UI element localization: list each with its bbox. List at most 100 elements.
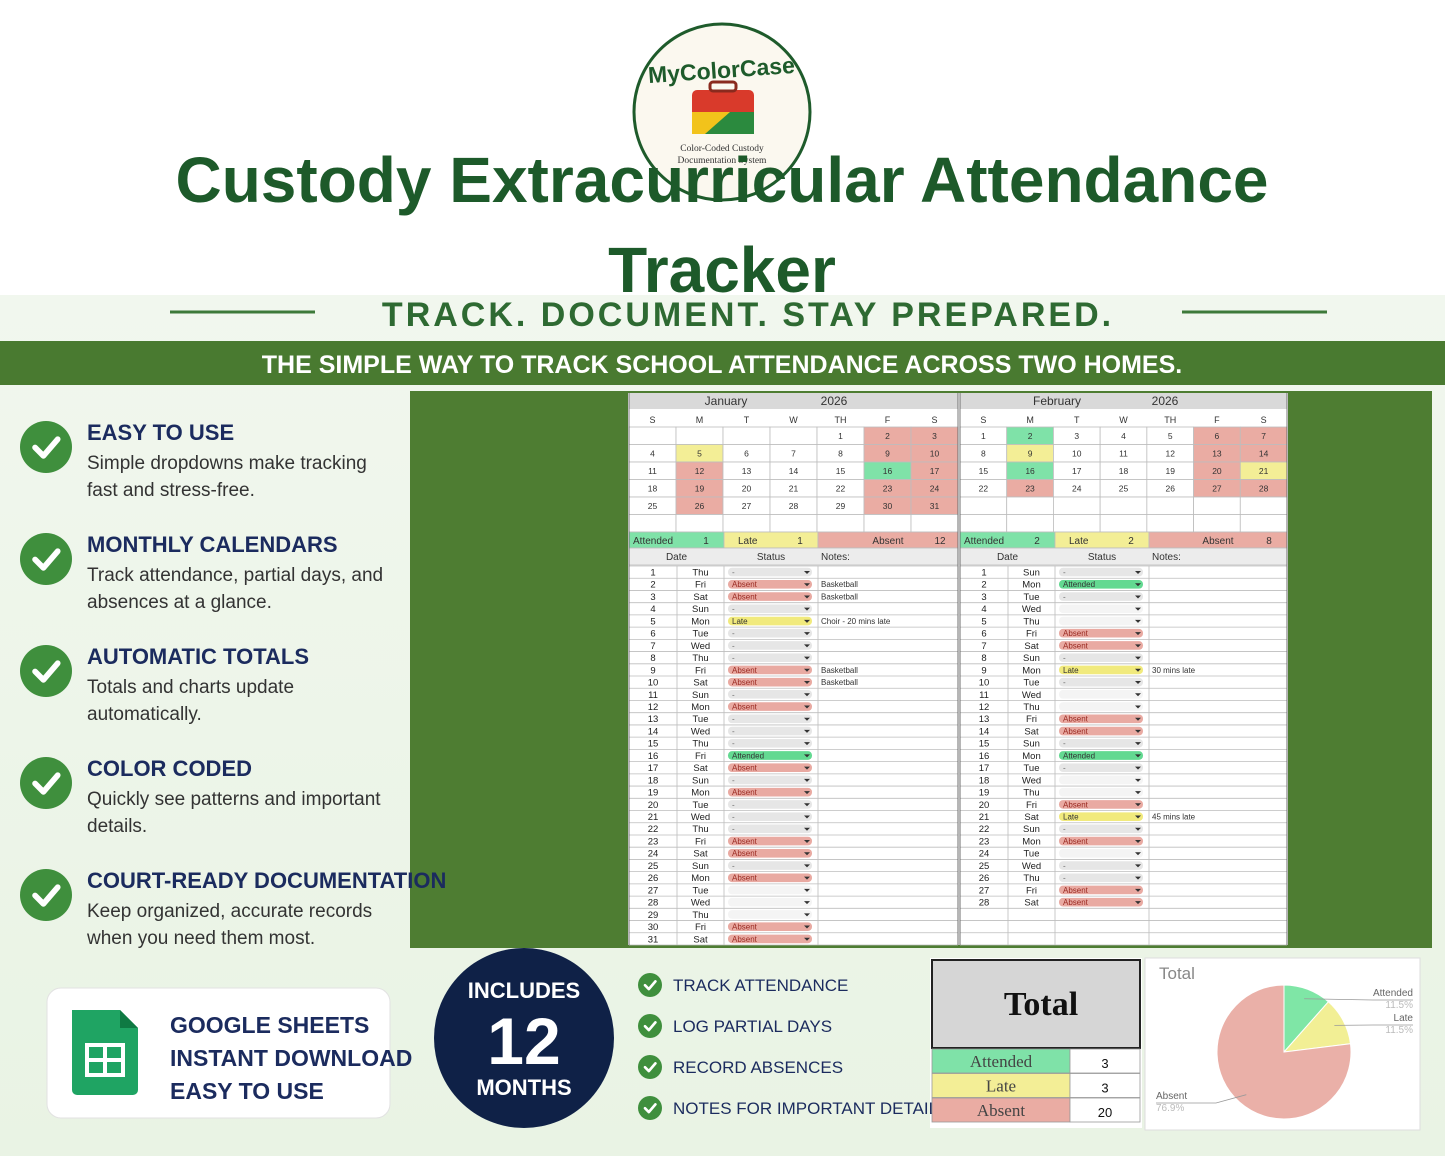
log-weekday: Tue [692, 714, 708, 725]
dropdown-arrow [804, 815, 810, 819]
status-value: - [732, 861, 735, 870]
log-day: 1 [981, 568, 986, 579]
log-day: 13 [979, 714, 990, 725]
status-dropdown [1059, 677, 1143, 687]
log-weekday: Wed [1022, 604, 1041, 615]
totals-value-cell [1069, 1097, 1141, 1123]
summary-value: 1 [797, 536, 803, 547]
pie-value-label: 11.5% [1385, 1025, 1413, 1036]
dropdown-arrow [1135, 607, 1141, 611]
dropdown-arrow [1135, 693, 1141, 697]
status-value: - [732, 568, 735, 577]
calendar-day: 7 [791, 449, 796, 459]
calendar-day: 18 [648, 484, 658, 494]
status-dropdown [1059, 848, 1143, 858]
summary-label: Absent [1202, 536, 1233, 547]
month-header [960, 393, 1287, 409]
feature-text: Quickly see patterns and important detai… [87, 789, 381, 837]
status-value: - [1063, 654, 1066, 663]
status-value: Absent [732, 678, 758, 687]
log-day: 15 [979, 739, 990, 750]
check-icon [20, 533, 72, 585]
log-header-label: Status [757, 552, 785, 563]
calendar-cell [959, 496, 1008, 515]
calendar-day: 17 [1072, 466, 1082, 476]
feature: MONTHLY CALENDARS Track attendance, parti… [87, 532, 387, 616]
dropdown-arrow [1135, 632, 1141, 636]
dropdown-arrow [804, 693, 810, 697]
calendar-day: 10 [1072, 449, 1082, 459]
calendar-day: 5 [697, 449, 702, 459]
summary-value: 8 [1266, 536, 1272, 547]
log-day: 21 [648, 812, 659, 823]
log-weekday: Sun [692, 861, 709, 872]
log-day: 23 [648, 836, 659, 847]
status-dropdown [1059, 641, 1143, 650]
log-weekday: Sun [1023, 739, 1040, 750]
dropdown-arrow [804, 742, 810, 746]
log-day: 2 [981, 580, 986, 591]
status-dropdown [728, 604, 812, 614]
calendar-day: 8 [838, 449, 843, 459]
status-dropdown [1059, 665, 1143, 675]
log-weekday: Sat [1024, 812, 1039, 823]
feature-heading: COLOR CODED [87, 756, 252, 781]
status-value: - [732, 739, 735, 748]
dropdown-arrow [1135, 791, 1141, 795]
feature-heading: MONTHLY CALENDARS [87, 532, 338, 557]
summary-label: Late [738, 536, 758, 547]
includes-circle [434, 948, 614, 1128]
calendar-cell [910, 514, 959, 533]
log-weekday: Thu [1023, 788, 1039, 799]
status-dropdown [728, 824, 812, 834]
status-value: Absent [732, 935, 758, 944]
calendar-day: 2 [1028, 431, 1033, 441]
calendar-cell [1193, 514, 1241, 533]
log-note: Basketball [821, 580, 858, 589]
status-value: Absent [732, 837, 758, 846]
log-weekday: Sat [693, 849, 708, 860]
dropdown-arrow [1135, 839, 1141, 843]
calendar-day: 27 [742, 501, 752, 511]
leader-line [1304, 998, 1413, 1001]
title: Custody Extracurricular Attendance Track… [175, 144, 1269, 306]
log-day: 28 [648, 898, 659, 909]
check-icon [20, 421, 72, 473]
dropdown-arrow [804, 656, 810, 660]
calendar-cell [675, 514, 724, 533]
log-weekday: Sun [692, 775, 709, 786]
summary-label: Late [1069, 536, 1089, 547]
calendar-day: 25 [1119, 484, 1129, 494]
log-day: 17 [648, 763, 659, 774]
feature-text: Totals and charts update automatically. [87, 677, 295, 725]
status-value: - [1063, 874, 1066, 883]
log-weekday: Mon [1022, 836, 1040, 847]
status-dropdown [728, 690, 812, 699]
check-icon [638, 973, 662, 997]
calendar-day: 27 [1212, 484, 1222, 494]
calendar-day: 6 [744, 449, 749, 459]
status-value: Late [732, 617, 748, 626]
log-weekday: Tue [692, 629, 708, 640]
log-day: 19 [979, 788, 990, 799]
dropdown-arrow [804, 937, 810, 941]
weekday-label: F [1214, 415, 1220, 425]
log-weekday: Wed [691, 812, 710, 823]
summary-value: 2 [1128, 536, 1134, 547]
calendar-day: 18 [1119, 466, 1129, 476]
calendar-day: 23 [883, 484, 893, 494]
includes-top: INCLUDES [468, 978, 580, 1003]
checklist-item: RECORD ABSENCES [673, 1058, 843, 1077]
weekday-label: S [980, 415, 986, 425]
status-dropdown [728, 800, 812, 809]
log-note: Basketball [821, 666, 858, 675]
log-weekday: Sun [692, 690, 709, 701]
month-name: February [1033, 394, 1081, 408]
log-weekday: Mon [691, 702, 709, 713]
dropdown-arrow [804, 644, 810, 648]
status-dropdown [1059, 775, 1143, 785]
calendar-cell [675, 426, 724, 445]
log-weekday: Sat [693, 763, 708, 774]
status-dropdown [728, 702, 812, 711]
status-value: Absent [1063, 898, 1089, 907]
